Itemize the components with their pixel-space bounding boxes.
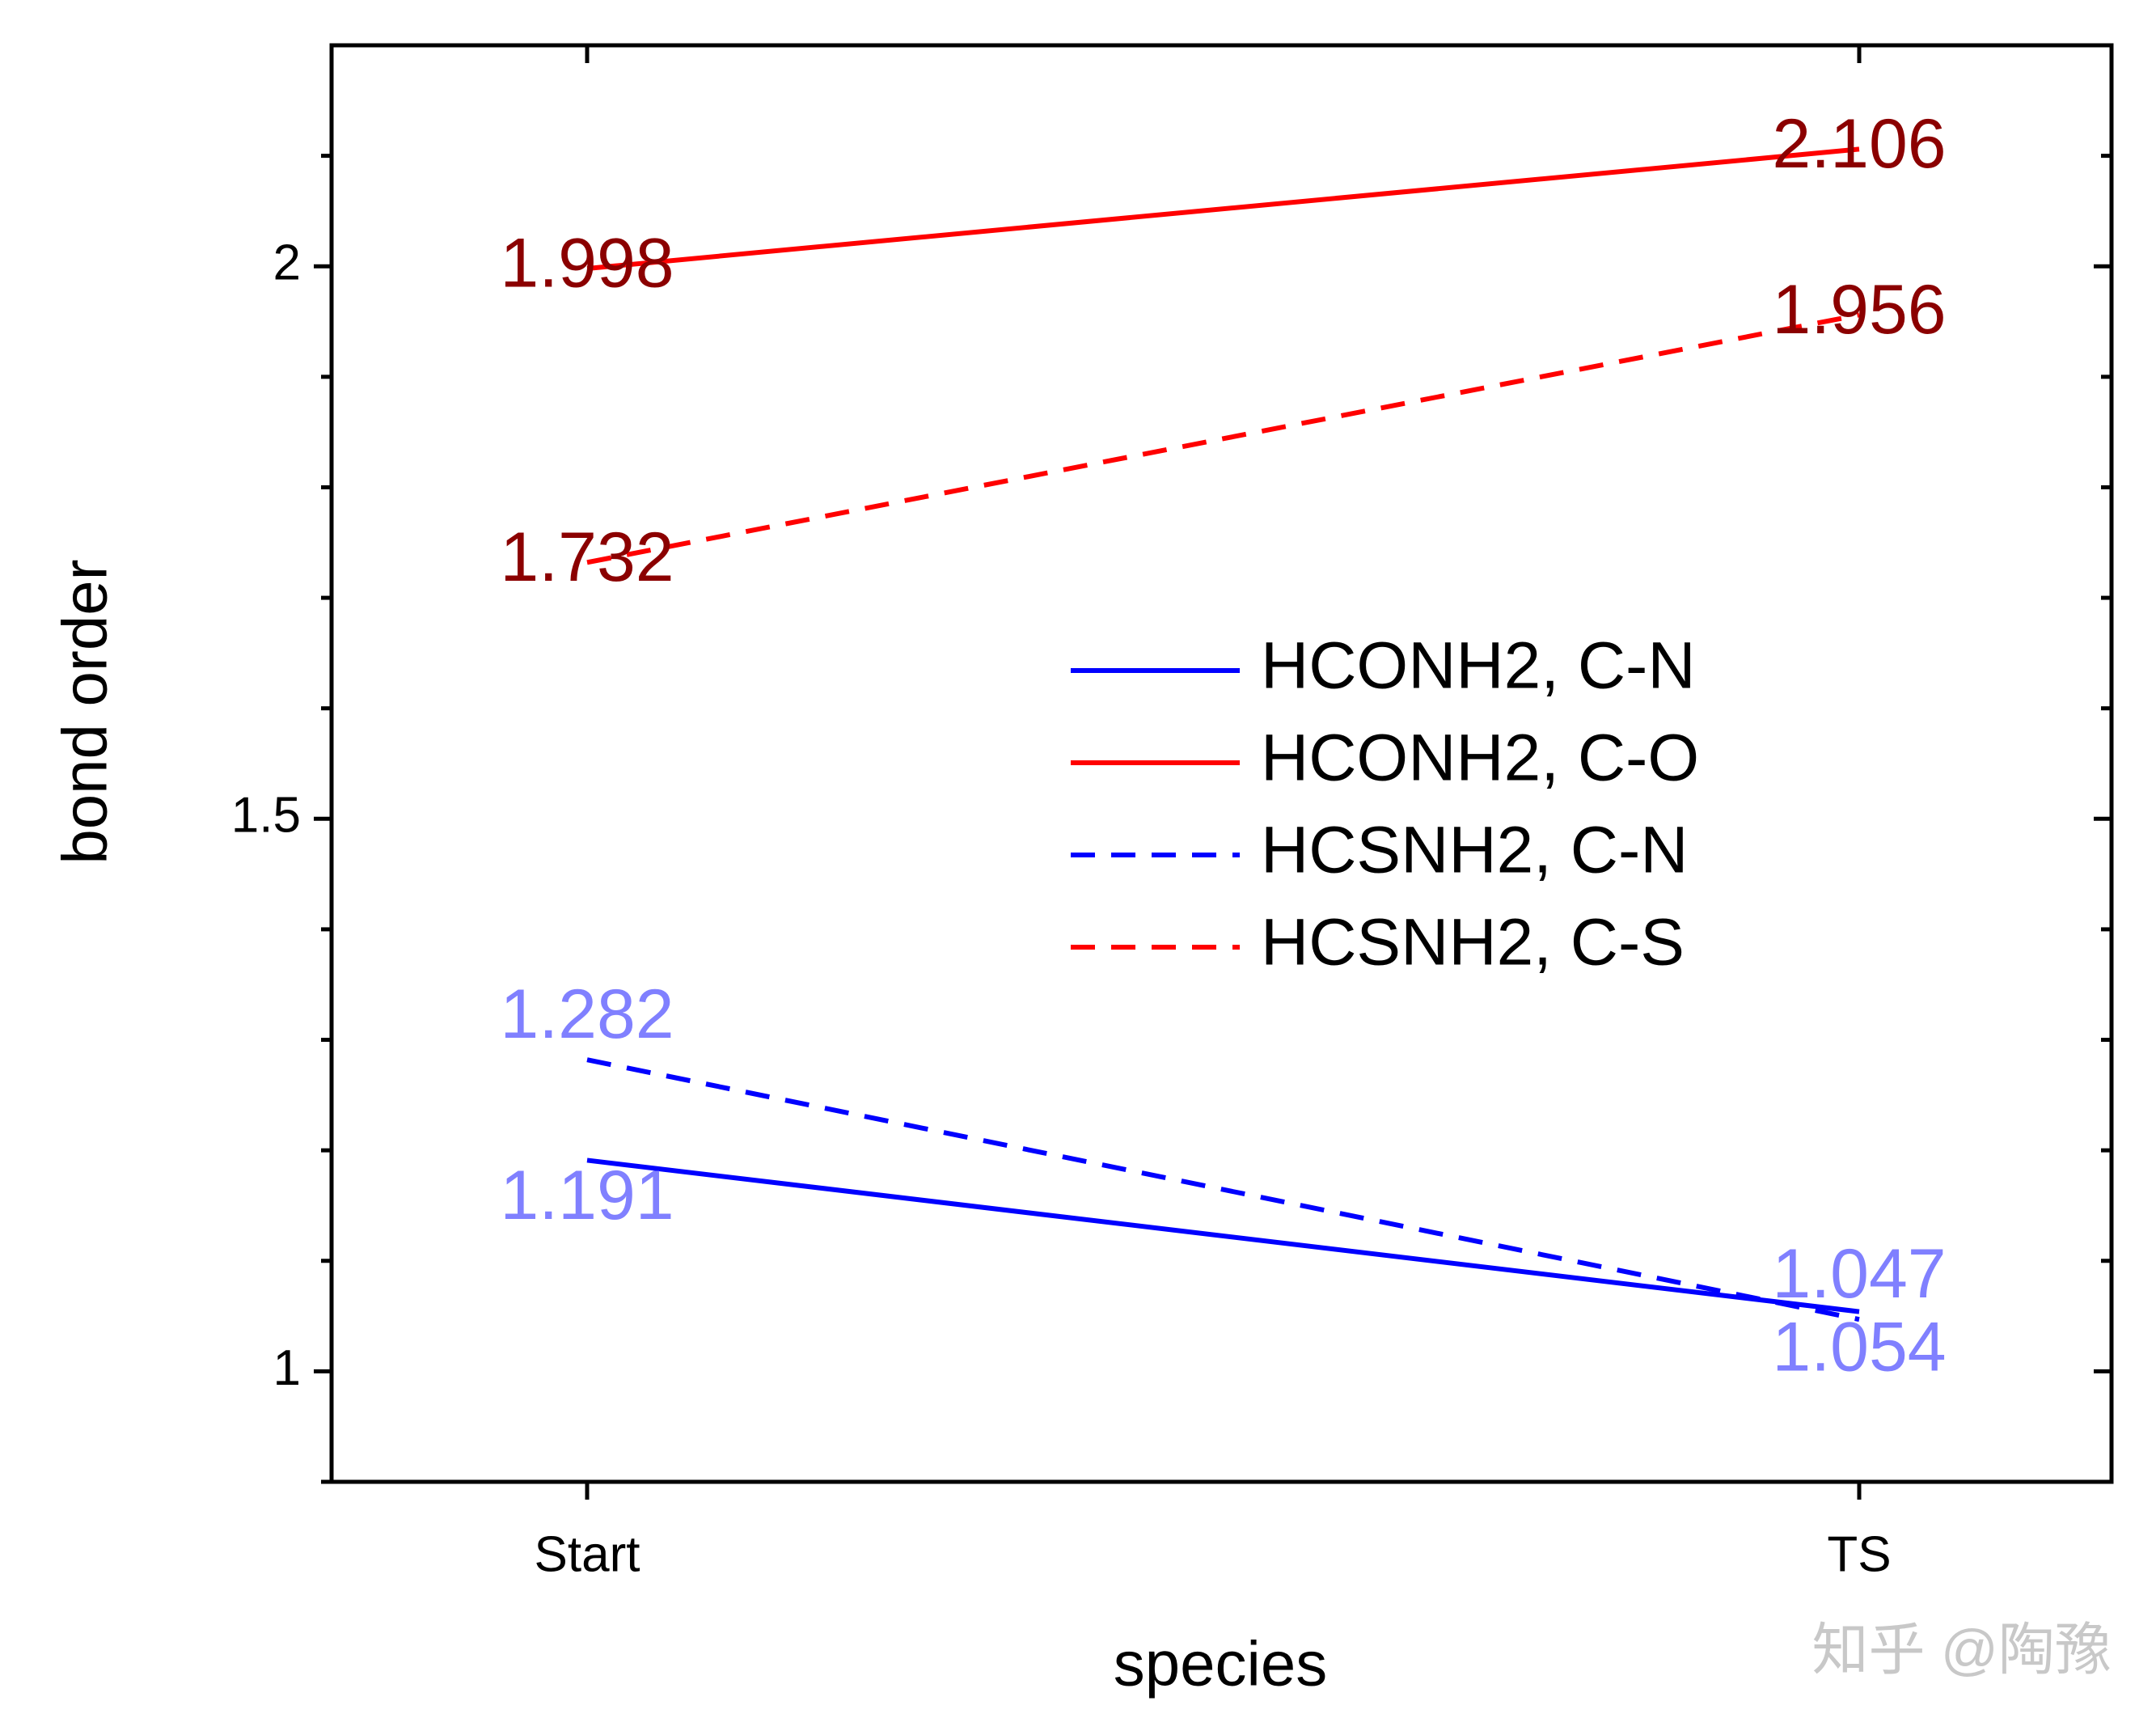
- data-label: 1.956: [1772, 271, 1946, 349]
- data-label: 1.732: [500, 518, 674, 596]
- watermark: 知乎 @陶豫: [1811, 1618, 2112, 1681]
- y-tick-label: 1: [273, 1340, 301, 1396]
- x-tick-label: Start: [535, 1526, 640, 1582]
- y-axis-title: bond order: [49, 559, 120, 864]
- series-line: [586, 1057, 1860, 1322]
- series-line: [586, 146, 1860, 271]
- series-line: [586, 1157, 1860, 1314]
- data-label: 2.106: [1772, 105, 1946, 183]
- data-label: 1.054: [1772, 1308, 1946, 1386]
- y-tick-label: 1.5: [231, 788, 301, 844]
- x-axis-title: species: [1114, 1628, 1327, 1699]
- y-tick-label: 2: [273, 235, 301, 291]
- plot-frame: [329, 43, 2114, 1484]
- data-label: 1.047: [1772, 1235, 1946, 1313]
- x-tick-label: TS: [1827, 1526, 1891, 1582]
- data-label: 1.282: [500, 975, 674, 1053]
- legend-label: HCSNH2, C-N: [1261, 814, 1688, 887]
- legend-label: HCONH2, C-N: [1261, 629, 1696, 703]
- series-line: [586, 312, 1860, 565]
- data-label: 1.191: [500, 1157, 674, 1234]
- legend-label: HCSNH2, C-S: [1261, 906, 1685, 980]
- data-label: 1.998: [500, 225, 674, 303]
- legend-label: HCONH2, C-O: [1261, 722, 1699, 795]
